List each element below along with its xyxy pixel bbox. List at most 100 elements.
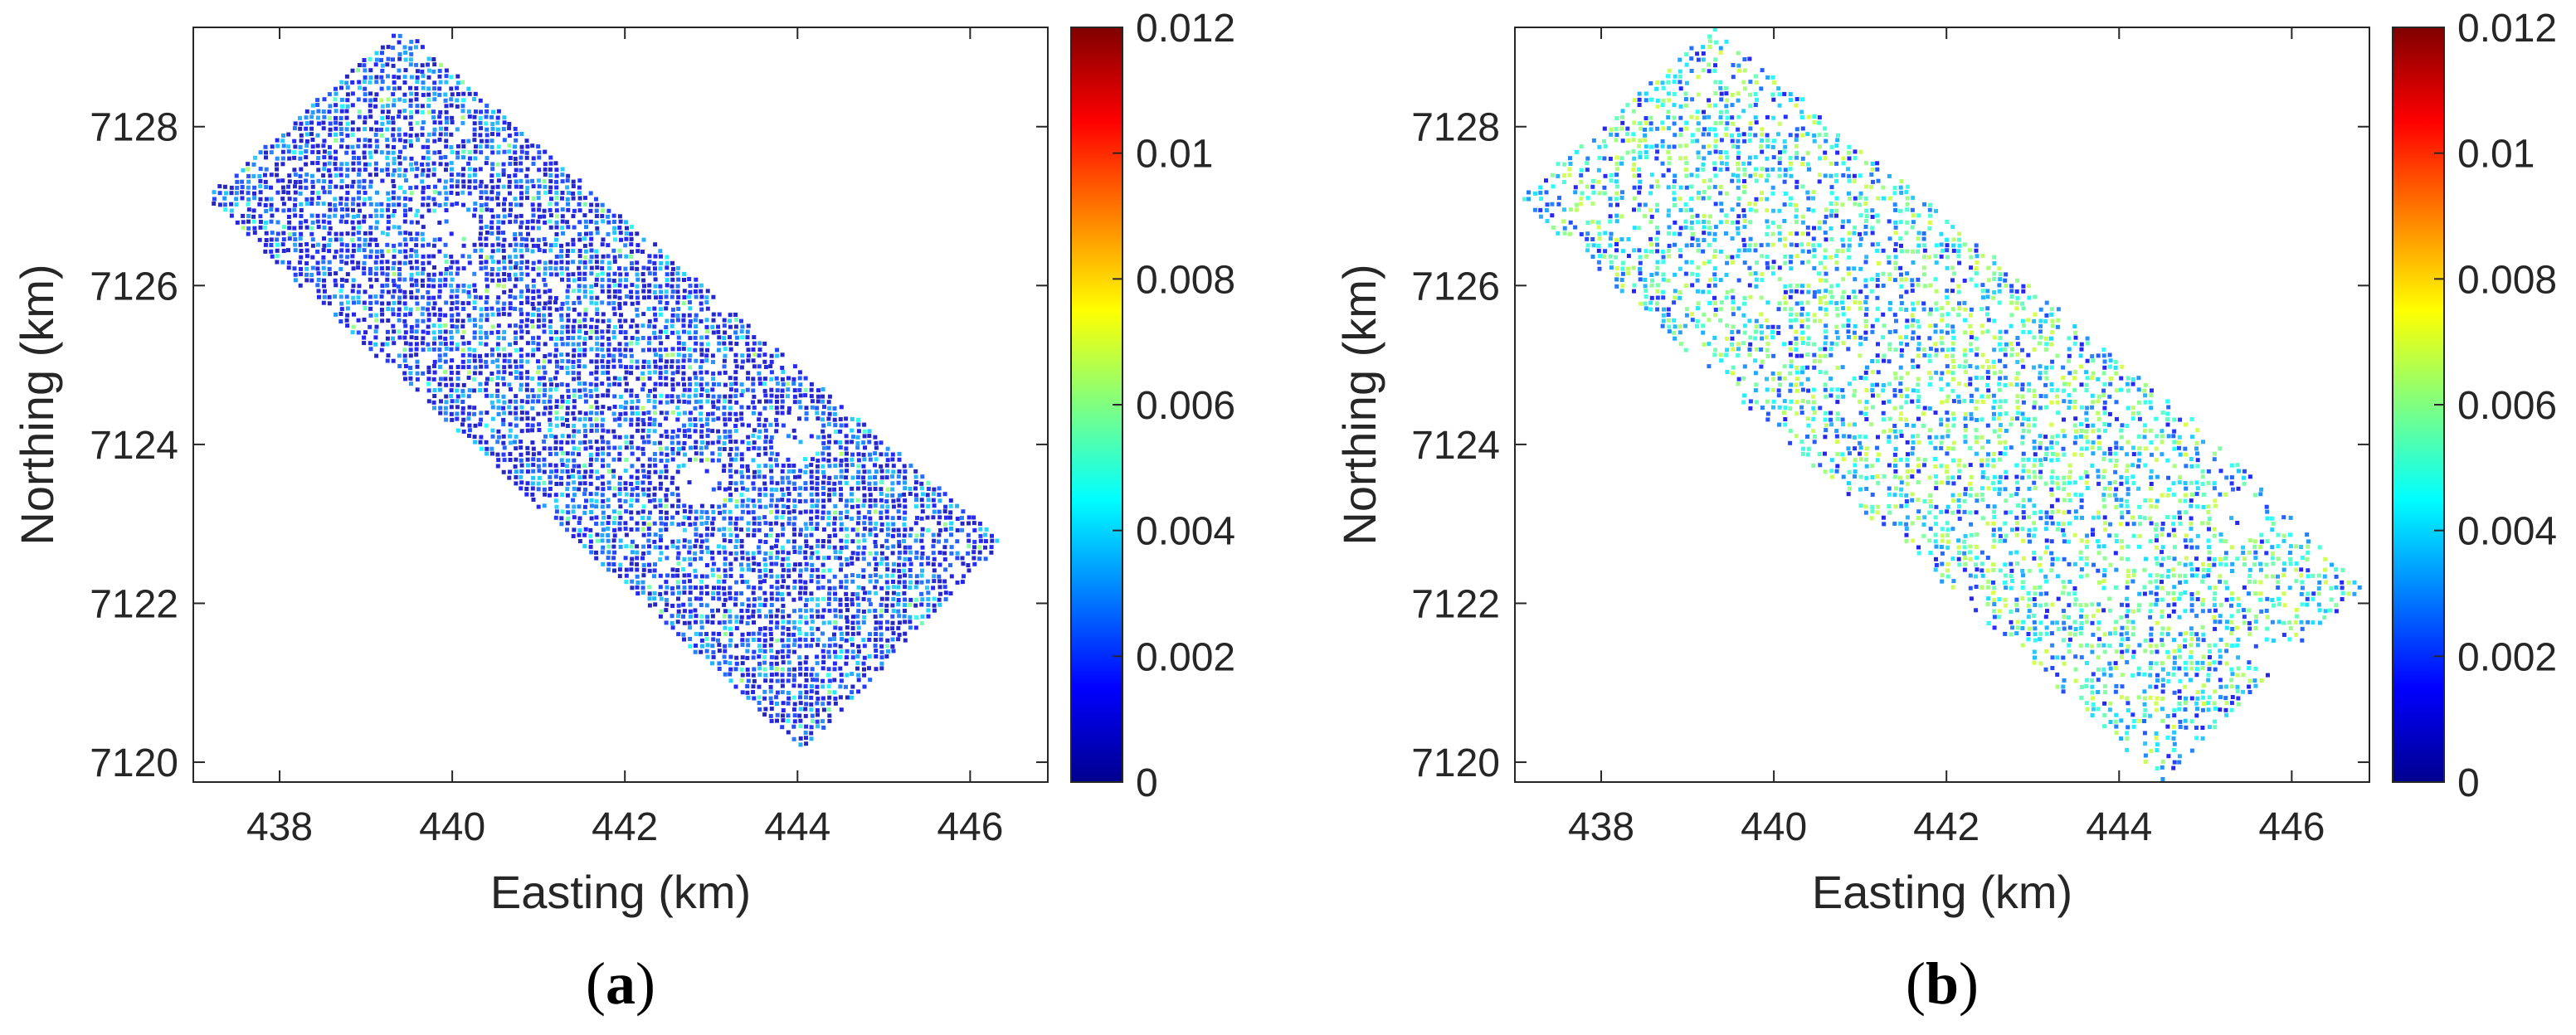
- data-pixel: [670, 294, 674, 299]
- data-pixel: [565, 266, 570, 271]
- data-pixel: [421, 144, 426, 149]
- data-pixel: [733, 440, 738, 445]
- data-pixel: [450, 150, 455, 154]
- data-pixel: [537, 381, 542, 386]
- data-pixel: [402, 98, 407, 103]
- data-pixel: [861, 596, 866, 601]
- data-pixel: [751, 510, 756, 515]
- data-pixel: [659, 538, 663, 542]
- data-pixel: [926, 597, 931, 601]
- data-pixel: [890, 637, 895, 642]
- speckle-data: [212, 33, 1000, 747]
- data-pixel: [374, 202, 379, 207]
- data-pixel: [694, 399, 699, 404]
- data-pixel: [733, 411, 738, 416]
- data-pixel: [624, 580, 629, 585]
- data-pixel: [530, 202, 535, 207]
- data-pixel: [485, 284, 489, 289]
- data-pixel: [530, 324, 535, 329]
- data-pixel: [583, 446, 588, 451]
- data-pixel: [834, 556, 838, 561]
- data-pixel: [611, 556, 616, 561]
- data-pixel: [758, 580, 762, 585]
- data-pixel: [757, 347, 762, 352]
- data-pixel: [374, 324, 379, 329]
- data-pixel: [402, 237, 407, 242]
- data-pixel: [839, 493, 844, 498]
- data-pixel: [554, 370, 559, 375]
- data-pixel: [334, 109, 338, 114]
- data-pixel: [495, 342, 500, 347]
- data-pixel: [664, 522, 668, 527]
- data-pixel: [397, 329, 402, 334]
- data-pixel: [594, 329, 599, 334]
- data-pixel: [740, 655, 745, 660]
- data-pixel: [363, 120, 368, 125]
- data-pixel: [408, 207, 413, 212]
- data-pixel: [600, 550, 605, 555]
- data-pixel: [728, 626, 733, 631]
- data-pixel: [786, 713, 791, 718]
- data-pixel: [734, 615, 739, 620]
- data-pixel: [855, 666, 859, 671]
- data-pixel: [246, 179, 251, 184]
- data-pixel: [519, 202, 523, 207]
- data-pixel: [357, 284, 362, 289]
- data-pixel: [897, 550, 902, 555]
- data-pixel: [426, 185, 431, 189]
- data-pixel: [863, 445, 867, 450]
- data-pixel: [344, 115, 349, 120]
- data-pixel: [845, 603, 850, 607]
- data-pixel: [635, 243, 640, 248]
- data-pixel: [838, 417, 843, 421]
- data-pixel: [769, 387, 774, 392]
- data-pixel: [379, 260, 384, 265]
- data-pixel: [421, 254, 426, 259]
- data-pixel: [543, 149, 548, 154]
- data-pixel: [530, 302, 535, 306]
- data-pixel: [752, 469, 757, 474]
- data-pixel: [525, 341, 530, 346]
- data-pixel: [803, 469, 808, 474]
- data-pixel: [733, 424, 738, 428]
- data-pixel: [665, 458, 670, 463]
- data-pixel: [791, 632, 796, 637]
- data-pixel: [641, 411, 646, 415]
- data-pixel: [508, 364, 513, 369]
- data-pixel: [595, 393, 600, 398]
- data-pixel: [594, 382, 599, 387]
- data-pixel: [577, 411, 582, 415]
- data-pixel: [565, 493, 570, 498]
- data-pixel: [270, 213, 275, 218]
- data-pixel: [618, 504, 623, 509]
- data-pixel: [752, 649, 757, 654]
- data-pixel: [322, 284, 327, 289]
- data-pixel: [368, 214, 373, 219]
- data-pixel: [565, 185, 570, 190]
- data-pixel: [646, 411, 651, 415]
- data-pixel: [884, 509, 889, 514]
- data-pixel: [438, 162, 443, 167]
- data-pixel: [699, 590, 704, 595]
- data-pixel: [519, 371, 523, 376]
- data-pixel: [913, 603, 918, 608]
- data-pixel: [234, 197, 239, 202]
- data-pixel: [577, 300, 582, 305]
- data-pixel: [681, 365, 686, 370]
- data-pixel: [972, 545, 976, 550]
- data-pixel: [676, 504, 681, 508]
- data-pixel: [513, 440, 517, 445]
- data-pixel: [449, 271, 453, 276]
- data-pixel: [513, 173, 518, 177]
- data-pixel: [334, 249, 338, 254]
- data-pixel: [838, 684, 843, 689]
- data-pixel: [565, 366, 570, 370]
- data-pixel: [612, 417, 617, 422]
- data-pixel: [850, 504, 855, 509]
- data-pixel: [537, 469, 542, 474]
- data-pixel: [461, 184, 466, 189]
- data-pixel: [786, 591, 791, 596]
- data-pixel: [298, 242, 303, 247]
- data-pixel: [815, 661, 820, 666]
- data-pixel: [780, 399, 785, 404]
